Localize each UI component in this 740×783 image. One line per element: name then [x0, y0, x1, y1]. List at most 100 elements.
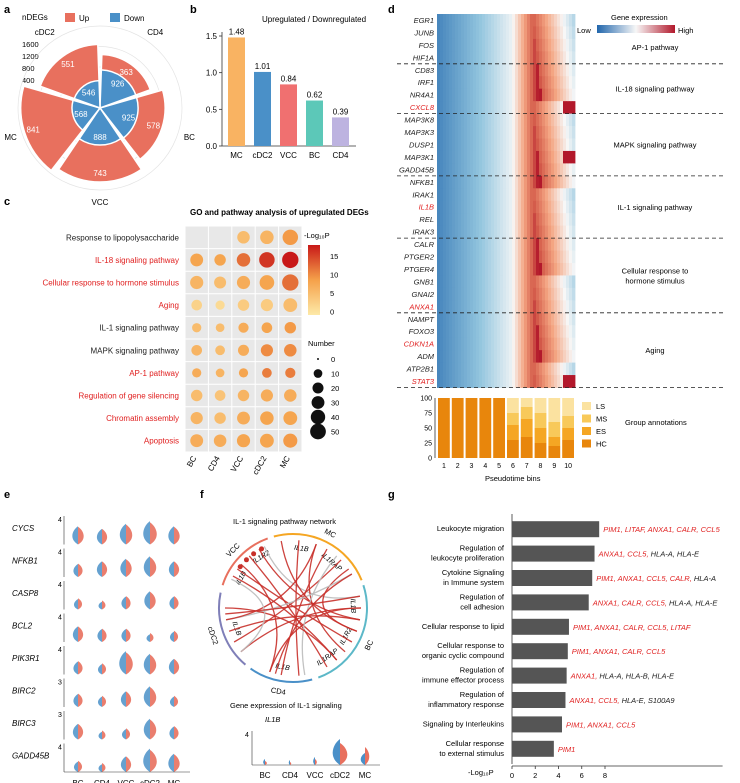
heatmap-cell [473, 38, 477, 52]
heatmap-cell [545, 213, 549, 227]
violin-gene-label: BIRC3 [12, 719, 36, 728]
heatmap-cell [563, 312, 567, 326]
heatmap-cell [524, 238, 528, 251]
heatmap-cell [461, 101, 465, 114]
heatmap-cell [458, 287, 462, 301]
heatmap-cell [521, 275, 525, 289]
heatmap-cell [533, 375, 537, 388]
chord-link [280, 540, 358, 632]
ratio-category-label: BC [309, 151, 320, 160]
legend-up-label: Up [79, 14, 90, 23]
stack-segment [479, 398, 492, 458]
ratio-bar-value: 1.01 [255, 62, 271, 71]
go-bar-term-label: cell adhesion [460, 602, 504, 611]
heatmap-cell [479, 126, 483, 139]
heatmap-cell [512, 138, 516, 152]
heatmap-gene-label: IRAK3 [412, 228, 435, 237]
heatmap-cell [458, 337, 462, 351]
heatmap-cell [536, 325, 540, 339]
heatmap-cell [440, 150, 444, 164]
heatmap-cell [488, 250, 492, 264]
heatmap-cell [527, 250, 531, 264]
stack-legend-swatch [582, 439, 591, 448]
heatmap-cell [500, 88, 504, 102]
heatmap-cell [449, 375, 453, 388]
heatmap-cell [518, 225, 522, 239]
heatmap-cell [545, 300, 549, 314]
heatmap-cell [437, 51, 441, 65]
heatmap-cell [470, 14, 474, 27]
stack-y-tick-label: 50 [424, 426, 432, 433]
heatmap-cell [527, 38, 531, 52]
heatmap-cell [530, 175, 534, 189]
heatmap-cell [536, 188, 540, 202]
heatmap-cell [509, 287, 513, 301]
y-tick-label: 1.0 [206, 69, 218, 78]
heatmap-cell [437, 250, 441, 264]
go-dot [283, 433, 298, 448]
heatmap-cell [518, 287, 522, 301]
heatmap-cell [533, 325, 537, 339]
heatmap-cell [554, 88, 558, 102]
heatmap-cell [560, 275, 564, 289]
heatmap-cell [497, 26, 501, 40]
violin-up-half [126, 596, 131, 610]
heatmap-cell [557, 312, 561, 326]
heatmap-cell [446, 101, 450, 114]
heatmap-cell [530, 163, 534, 177]
heatmap-cell [497, 225, 501, 239]
heatmap-cell [476, 26, 480, 40]
heatmap-cell [545, 225, 549, 239]
heatmap-cell [500, 238, 504, 251]
go-bar [512, 692, 566, 708]
chord-gene-label: IL1B [349, 599, 357, 614]
heatmap-cell [548, 325, 552, 339]
heatmap-cell [539, 213, 543, 227]
panel-label-c: c [4, 196, 10, 208]
violin-down-half [98, 731, 102, 740]
violin-up-half [78, 661, 83, 675]
heatmap-cell [572, 250, 576, 264]
heatmap-cell [566, 138, 570, 152]
heatmap-cell [476, 51, 480, 65]
heatmap-cell [509, 188, 513, 202]
heatmap-cell [446, 14, 450, 27]
heatmap-cell [443, 63, 447, 77]
heatmap-cell [509, 375, 513, 388]
heatmap-cell [554, 76, 558, 90]
heatmap-cell [515, 213, 519, 227]
heatmap-cell [476, 126, 480, 139]
heatmap-cell [458, 225, 462, 239]
heatmap-legend-title: Gene expression [611, 13, 668, 22]
heatmap-cell [557, 101, 561, 114]
heatmap-cell [539, 325, 543, 339]
heatmap-group-label: IL-1 signaling pathway [618, 203, 693, 212]
heatmap-cell [566, 200, 570, 214]
heatmap-cell [479, 325, 483, 339]
violin-down-half [121, 629, 126, 642]
heatmap-cell [548, 76, 552, 90]
size-legend-dot [310, 409, 326, 425]
heatmap-cell [569, 375, 573, 388]
heatmap-cell [536, 113, 540, 127]
heatmap-cell [560, 38, 564, 52]
heatmap-cell [464, 213, 468, 227]
heatmap-cell [524, 88, 528, 102]
heatmap-cell [473, 275, 477, 289]
heatmap-cell [527, 126, 531, 139]
heatmap-cell [566, 225, 570, 239]
heatmap-cell [533, 263, 537, 276]
heatmap-cell [527, 175, 531, 189]
heatmap-cell [440, 188, 444, 202]
stack-y-tick-label: 25 [424, 441, 432, 448]
heatmap-cell [500, 337, 504, 351]
heatmap-cell [488, 26, 492, 40]
heatmap-cell [482, 101, 486, 114]
violin-down-half [73, 564, 78, 577]
ratio-category-label: cDC2 [252, 151, 273, 160]
heatmap-cell [500, 163, 504, 177]
heatmap-cell [563, 14, 567, 27]
heatmap-cell [539, 350, 543, 363]
heatmap-cell [467, 101, 471, 114]
heatmap-cell [506, 76, 510, 90]
